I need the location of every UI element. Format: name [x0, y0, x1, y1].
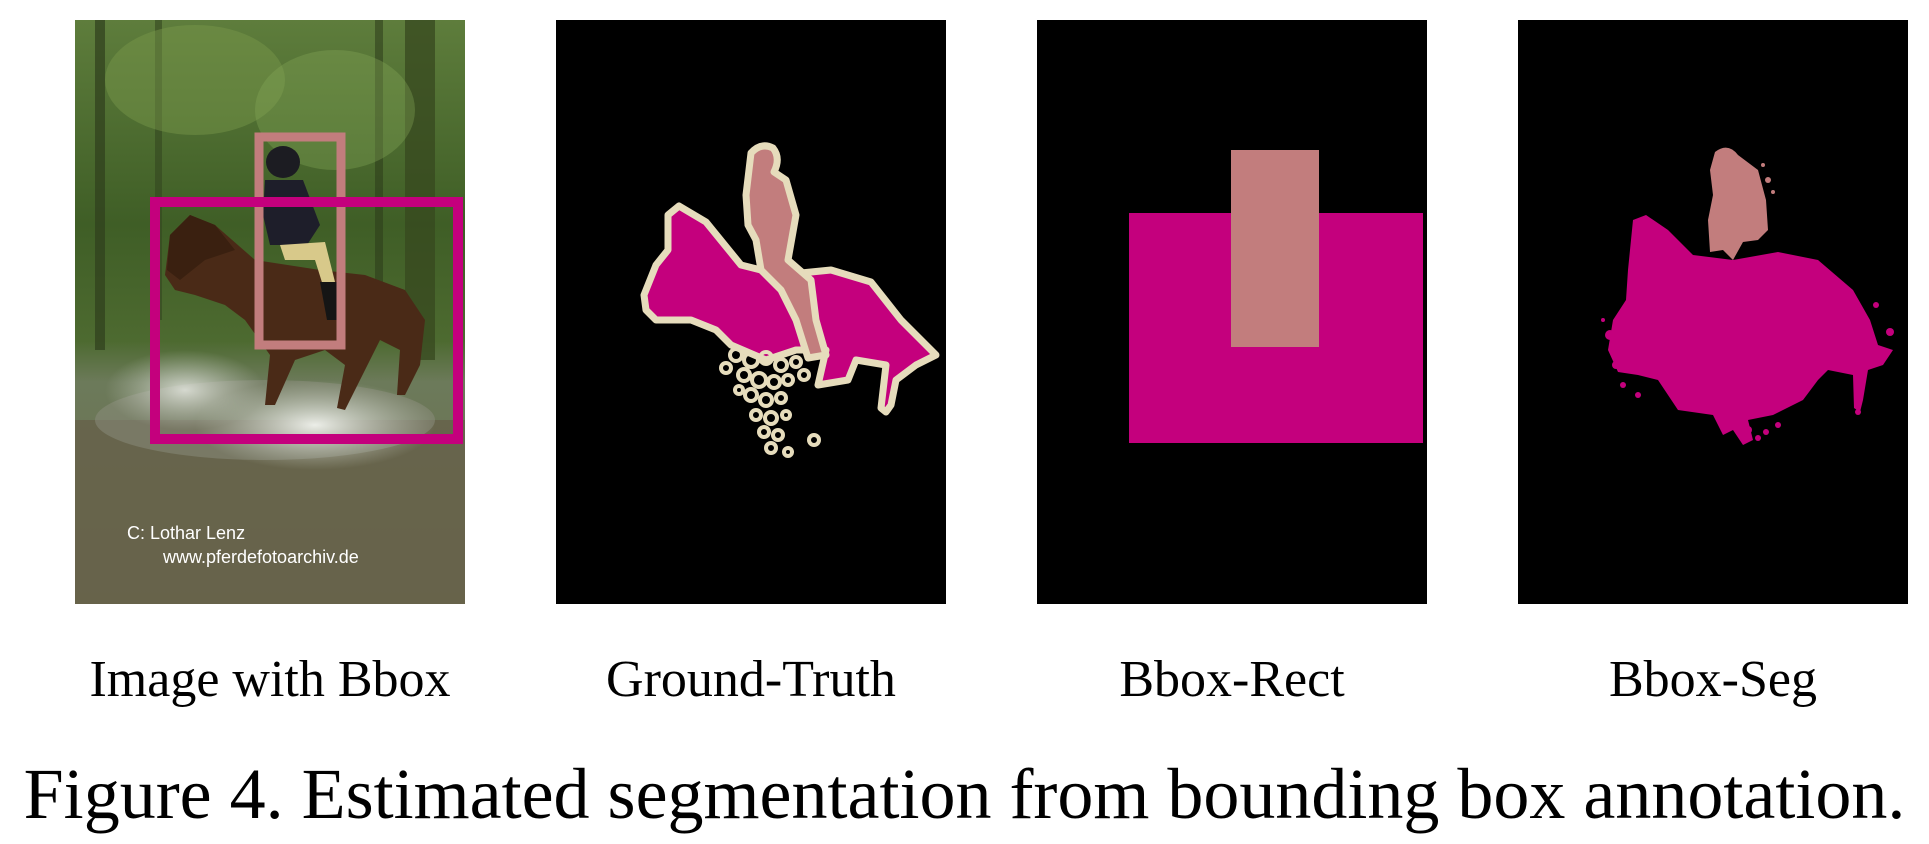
watermark-credit: C: Lothar Lenz — [127, 523, 245, 543]
bbox-rect-mask — [1037, 20, 1427, 604]
bbox-seg-mask — [1518, 20, 1908, 604]
horse-rider-photo: C: Lothar Lenz www.pferdefotoarchiv.de — [75, 20, 465, 604]
person-rect-region — [1231, 150, 1319, 347]
panel-label-ground-truth: Ground-Truth — [606, 651, 896, 708]
ground-truth-panel — [556, 20, 946, 604]
panel-label-bbox-seg: Bbox-Seg — [1609, 651, 1817, 708]
bbox-rect-panel — [1037, 20, 1427, 604]
figure-caption: Figure 4. Estimated segmentation from bo… — [23, 754, 1906, 834]
panel-label-image-with-bbox: Image with Bbox — [89, 651, 451, 708]
image-with-bbox-panel: C: Lothar Lenz www.pferdefotoarchiv.de — [75, 20, 465, 604]
panel-label-bbox-rect: Bbox-Rect — [1119, 651, 1345, 708]
bbox-seg-panel — [1518, 20, 1908, 604]
ground-truth-mask — [556, 20, 946, 604]
watermark-url: www.pferdefotoarchiv.de — [162, 547, 359, 567]
